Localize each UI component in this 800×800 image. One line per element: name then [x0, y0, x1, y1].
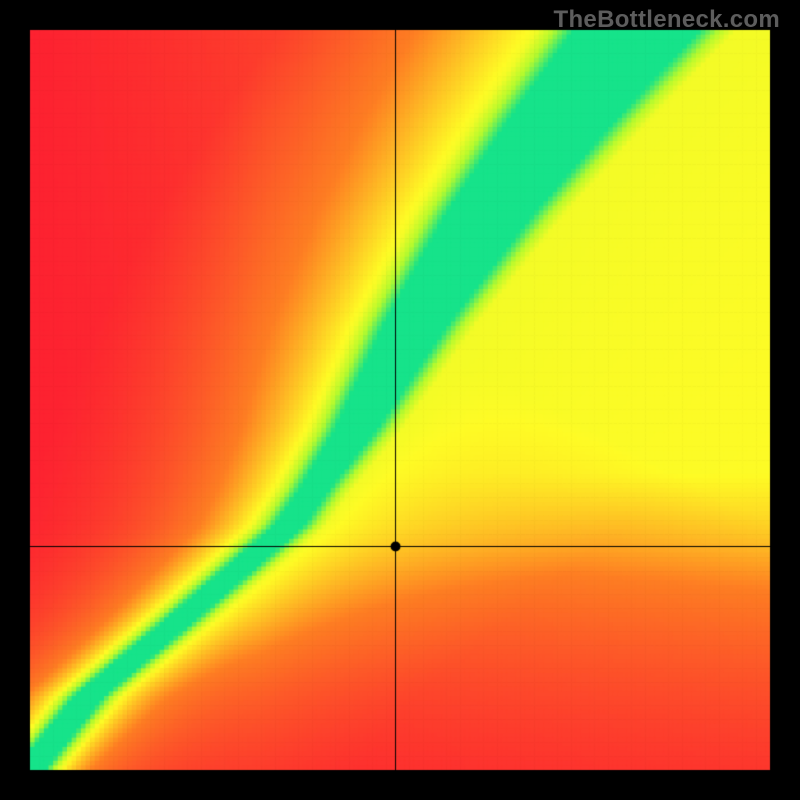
heatmap-canvas — [0, 0, 800, 800]
chart-container: TheBottleneck.com — [0, 0, 800, 800]
brand-watermark: TheBottleneck.com — [554, 6, 780, 34]
